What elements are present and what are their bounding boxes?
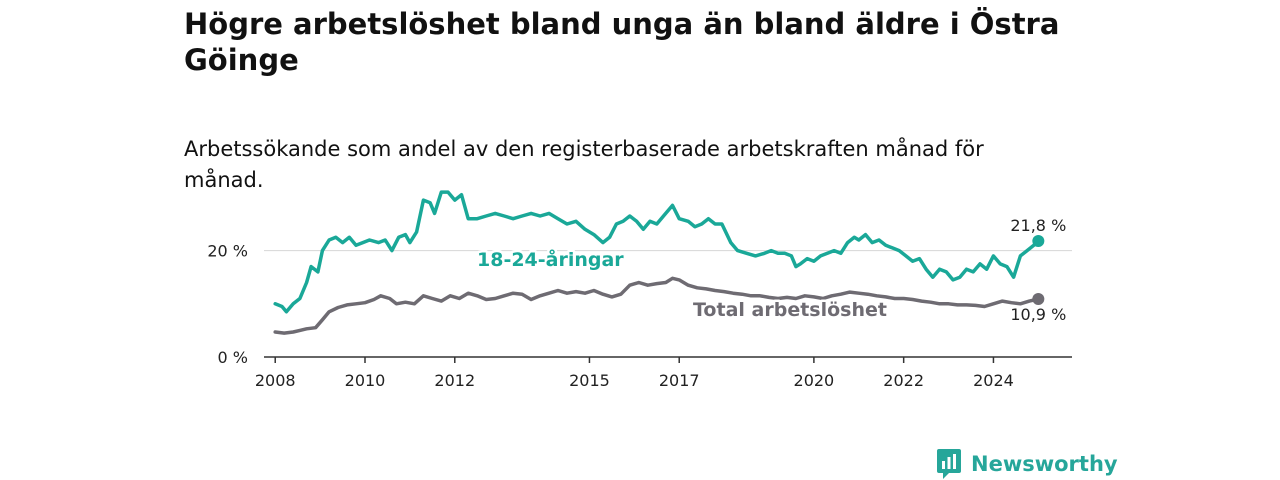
end-marker-youth: [1032, 235, 1045, 248]
end-value-label-total: 10,9 %: [1010, 305, 1066, 324]
x-tick-label: 2010: [345, 371, 386, 390]
end-value-label-youth: 21,8 %: [1010, 216, 1066, 235]
chart-title: Högre arbetslöshet bland unga än bland ä…: [184, 7, 1060, 77]
newsworthy-logo-icon: [937, 449, 961, 479]
x-tick-label: 2015: [569, 371, 610, 390]
x-tick-label: 2024: [973, 371, 1014, 390]
x-tick-label: 2022: [883, 371, 924, 390]
x-tick-label: 2020: [794, 371, 835, 390]
y-tick-label: 0 %: [218, 348, 248, 367]
x-tick-label: 2008: [255, 371, 296, 390]
x-tick-label: 2012: [434, 371, 475, 390]
series-line-youth: [273, 190, 1041, 314]
chart-subtitle: Arbetssökande som andel av den registerb…: [184, 137, 984, 192]
series-label-total: Total arbetslöshet: [693, 299, 887, 321]
x-tick-label: 2017: [659, 371, 700, 390]
series-label-youth: 18-24-åringar: [477, 247, 624, 271]
label-layer: 18-24-åringar Total arbetslöshet 21,8 % 10,…: [475, 214, 1069, 326]
series-line-total: [273, 276, 1041, 335]
brand-logo: Newsworthy: [937, 449, 1118, 479]
y-tick-label: 20 %: [207, 242, 248, 261]
brand-name: Newsworthy: [971, 452, 1118, 476]
axis-layer: 0 % 20 % 2008 2010 2012 2015 2017 2020 2022 2024: [207, 242, 1072, 390]
end-marker-total: [1032, 293, 1045, 306]
series-layer: [273, 190, 1041, 335]
